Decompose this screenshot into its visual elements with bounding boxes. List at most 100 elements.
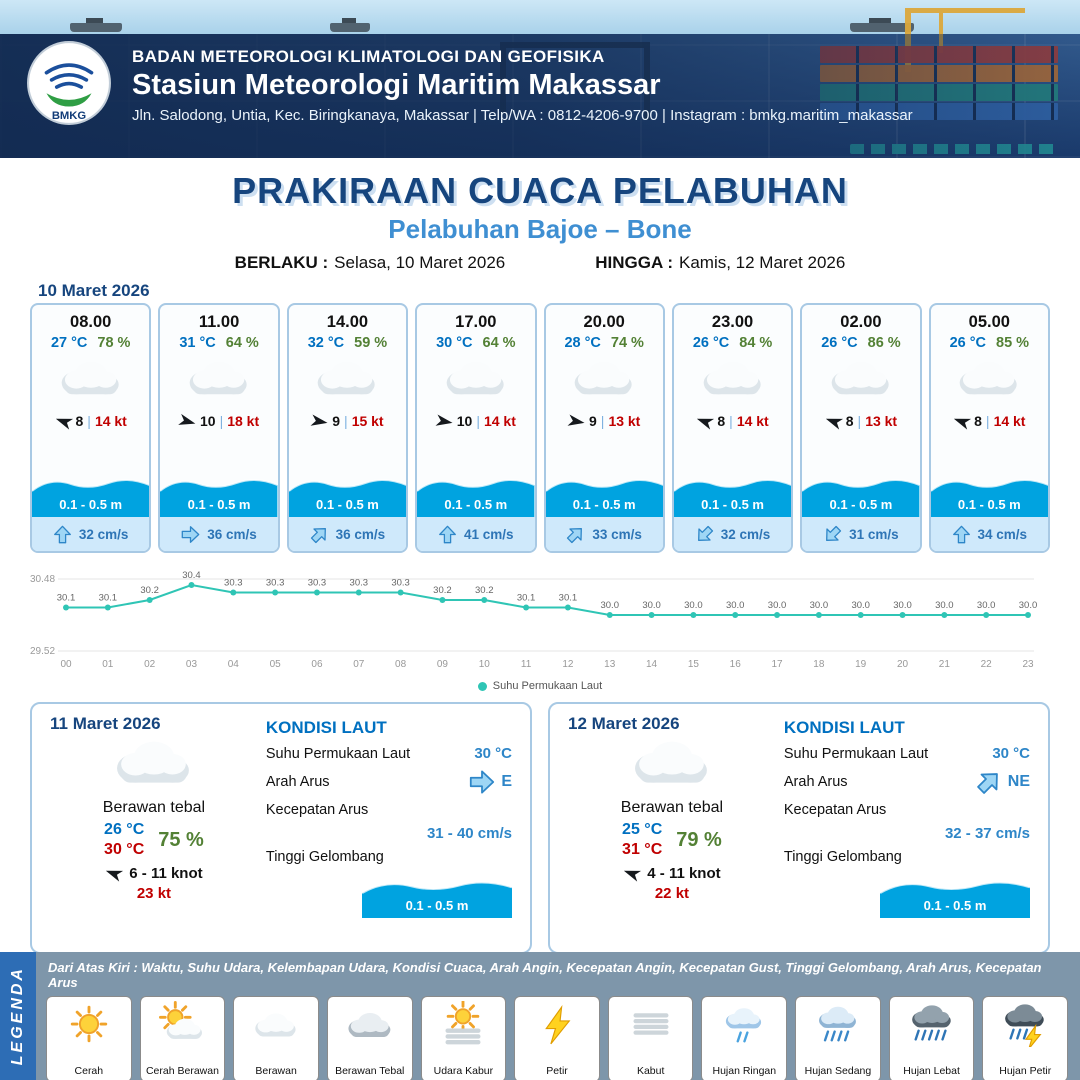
station-name: Stasiun Meteorologi Maritim Makassar xyxy=(132,69,661,101)
wave-icon xyxy=(802,471,920,517)
forecast-date: 10 Maret 2026 xyxy=(38,281,150,300)
hujan-lebat-icon xyxy=(909,1001,955,1052)
chart-legend: Suhu Permukaan Laut xyxy=(26,680,1054,692)
wind-direction-icon xyxy=(178,413,198,430)
wave-height-value: 0.1 - 0.5 m xyxy=(923,898,987,913)
sea-conditions-title: KONDISI LAUT xyxy=(783,718,905,737)
wave-icon xyxy=(362,874,512,918)
wave-height-label: Tinggi Gelombang xyxy=(783,849,902,865)
wave-icon xyxy=(880,874,1030,918)
svg-text:30.0: 30.0 xyxy=(851,600,870,611)
wave-height-value: 0.1 - 0.5 m xyxy=(829,497,893,512)
legend-item: Udara Kabur xyxy=(420,996,507,1080)
wave-height-value: 0.1 - 0.5 m xyxy=(405,898,469,913)
humidity-value: 74 % xyxy=(610,335,644,351)
wave-height-band: 0.1 - 0.5 m xyxy=(32,471,150,517)
humidity-value: 64 % xyxy=(225,335,259,351)
forecast-card: 08.00 27 °C 78 % 8 | 14 kt 0.1 - 0.5 m 3… xyxy=(30,303,152,553)
forecast-time: 02.00 xyxy=(840,313,882,331)
legend-item: Petir xyxy=(514,996,600,1080)
wind-direction-icon xyxy=(695,412,715,430)
legend-item: Cerah xyxy=(46,996,132,1080)
sst-value: 30 °C xyxy=(474,745,512,762)
wind-row: 9 | 15 kt xyxy=(310,413,384,429)
legend-item-label: Hujan Lebat xyxy=(903,1065,960,1077)
svg-text:30.48: 30.48 xyxy=(30,574,55,585)
legend-item: Hujan Ringan xyxy=(701,996,788,1080)
sst-label: Suhu Permukaan Laut xyxy=(783,745,929,762)
humidity-value: 59 % xyxy=(354,335,388,351)
wave-height-value: 0.1 - 0.5 m xyxy=(316,497,379,512)
svg-text:30.0: 30.0 xyxy=(768,600,787,611)
svg-text:02: 02 xyxy=(144,659,156,670)
forecast-card: 17.00 30 °C 64 % 10 | 14 kt 0.1 - 0.5 m … xyxy=(415,303,537,553)
berawan-tebal-icon xyxy=(347,1001,393,1052)
legend-item-label: Hujan Ringan xyxy=(712,1065,777,1077)
sea-conditions-title: KONDISI LAUT xyxy=(265,718,387,737)
validity-row: BERLAKU : Selasa, 10 Maret 2026 HINGGA : K… xyxy=(0,253,1080,273)
wind-range: 6 - 11 knot xyxy=(129,865,203,882)
org-name: BADAN METEOROLOGI KLIMATOLOGI DAN GEOFIS… xyxy=(132,47,605,66)
svg-text:12: 12 xyxy=(562,659,574,670)
header: BMKG BADAN METEOROLOGI KLIMATOLOGI DAN G… xyxy=(0,0,1080,158)
divider: | xyxy=(985,413,990,429)
air-temperature: 32 °C xyxy=(307,335,345,351)
svg-text:29.52: 29.52 xyxy=(30,646,55,657)
valid-from-value: Selasa, 10 Maret 2026 xyxy=(334,253,506,272)
svg-text:30.3: 30.3 xyxy=(391,578,410,589)
valid-until-value: Kamis, 12 Maret 2026 xyxy=(679,253,846,272)
daily-forecast-card: 12 Maret 2026 Berawan tebal 25 °C 31 °C … xyxy=(548,702,1050,954)
svg-text:30.2: 30.2 xyxy=(140,585,159,596)
current-row: 34 cm/s xyxy=(930,517,1048,551)
sst-value: 30 °C xyxy=(992,745,1030,762)
svg-text:30.0: 30.0 xyxy=(642,600,661,611)
svg-text:30.0: 30.0 xyxy=(893,600,912,611)
forecast-card: 20.00 28 °C 74 % 9 | 13 kt 0.1 - 0.5 m 3… xyxy=(543,303,665,553)
air-temperature: 26 °C xyxy=(821,335,858,351)
station-contact: Jln. Salodong, Untia, Kec. Biringkanaya,… xyxy=(132,107,913,124)
berawan-icon xyxy=(952,357,1026,407)
wind-direction-icon xyxy=(622,864,642,882)
current-direction-label: Arah Arus xyxy=(265,774,330,790)
legend-item: Kabut xyxy=(607,996,694,1080)
current-row: 33 cm/s xyxy=(545,517,663,551)
temp-min: 25 °C xyxy=(622,821,663,838)
wind-gust: 14 kt xyxy=(736,413,769,429)
udara-kabur-icon xyxy=(440,1000,486,1052)
wind-row: 8 | 13 kt xyxy=(825,413,897,430)
current-speed-value: 41 cm/s xyxy=(464,526,514,542)
page-title: PRAKIRAAN CUACA PELABUHAN xyxy=(232,170,848,211)
sst-chart: 30.48 29.52 30.1 00 30.1 01 30.2 02 30.4 03 30.3 04… xyxy=(26,561,1054,692)
svg-text:14: 14 xyxy=(646,659,658,670)
svg-text:09: 09 xyxy=(437,659,449,670)
humidity-value: 85 % xyxy=(996,335,1030,351)
wind-direction-icon xyxy=(567,413,586,429)
legend-item-label: Petir xyxy=(546,1065,568,1077)
svg-text:20: 20 xyxy=(897,659,909,670)
wave-icon xyxy=(288,471,407,517)
svg-text:07: 07 xyxy=(353,659,365,670)
wind-gust: 15 kt xyxy=(351,413,384,429)
chart-legend-label: Suhu Permukaan Laut xyxy=(492,680,603,692)
berawan-icon xyxy=(253,1001,299,1052)
forecast-time: 14.00 xyxy=(326,313,369,331)
humidity-value: 79 % xyxy=(676,828,722,851)
current-speed-label: Kecepatan Arus xyxy=(783,802,887,818)
forecast-time: 11.00 xyxy=(198,313,240,331)
wind-gust: 14 kt xyxy=(993,413,1026,429)
hujan-sedang-icon xyxy=(815,1001,861,1052)
svg-text:30.3: 30.3 xyxy=(308,578,327,589)
harbor-sky-illustration xyxy=(0,0,1080,34)
wind-speed: 8 xyxy=(845,413,854,429)
air-temperature: 31 °C xyxy=(179,335,216,351)
sst-line-chart: 30.48 29.52 30.1 00 30.1 01 30.2 02 30.4 03 30.3 04… xyxy=(30,570,1037,670)
divider: | xyxy=(729,413,733,429)
valid-until-label: HINGGA : xyxy=(595,253,673,272)
current-speed-value: 32 cm/s xyxy=(78,526,129,542)
wave-height-value: 0.1 - 0.5 m xyxy=(701,497,764,512)
legend-marker-icon xyxy=(477,681,487,691)
svg-text:10: 10 xyxy=(479,659,491,670)
port-name: Pelabuhan Bajoe – Bone xyxy=(388,214,692,244)
berawan-icon xyxy=(54,357,128,407)
